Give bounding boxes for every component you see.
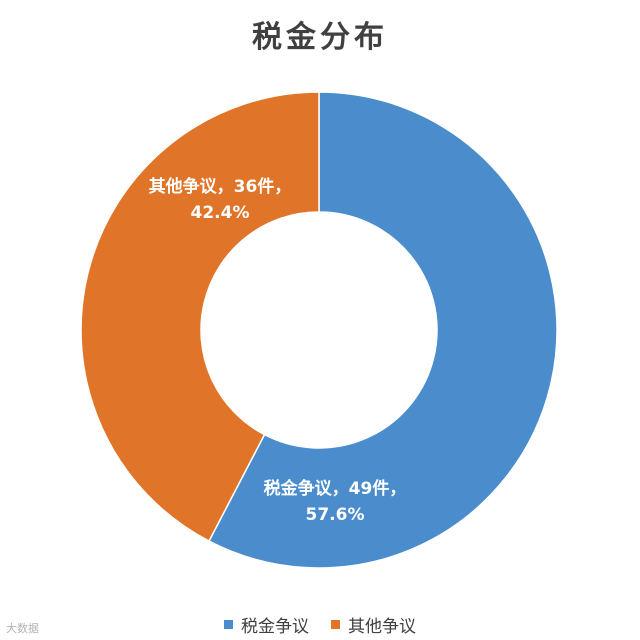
legend: 税金争议 其他争议: [0, 612, 640, 637]
legend-label-other-dispute: 其他争议: [348, 617, 416, 637]
watermark: 大数据: [6, 622, 39, 635]
legend-label-tax-dispute: 税金争议: [241, 617, 309, 637]
data-label-tax-dispute: 税金争议，49件， 57.6%: [255, 476, 415, 528]
legend-swatch-other-dispute: [331, 620, 340, 629]
chart-title: 税金分布: [252, 20, 388, 55]
data-label-tax-dispute-line1: 税金争议，49件，: [263, 479, 407, 499]
donut-slice-other-dispute: [80, 91, 320, 543]
legend-item-other-dispute: 其他争议: [331, 612, 416, 637]
legend-item-tax-dispute: 税金争议: [224, 612, 309, 637]
data-label-other-dispute-line2: 42.4%: [190, 203, 250, 223]
legend-swatch-tax-dispute: [224, 620, 233, 629]
data-label-other-dispute-line1: 其他争议，36件，: [148, 177, 292, 197]
data-label-other-dispute: 其他争议，36件， 42.4%: [140, 174, 300, 226]
data-label-tax-dispute-line2: 57.6%: [305, 505, 365, 525]
donut-slice-tax-dispute: [207, 91, 558, 569]
